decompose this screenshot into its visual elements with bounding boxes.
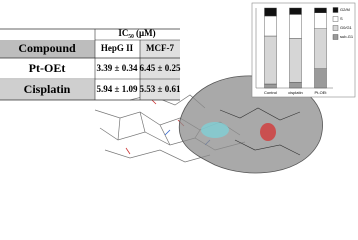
column-shade bbox=[140, 40, 180, 100]
table: IC₅₀ (μM) Compound HepG II MCF-7 Pt-OEt … bbox=[0, 28, 181, 101]
bar-segment bbox=[314, 28, 327, 69]
bar-segment bbox=[314, 68, 327, 89]
bar-segment bbox=[289, 7, 302, 15]
legend-label: G2/M bbox=[340, 7, 350, 12]
bar-segment bbox=[289, 38, 302, 83]
cell: 3.39 ± 0.34 bbox=[97, 63, 138, 73]
legend-swatch bbox=[332, 7, 339, 13]
legend-label: S bbox=[340, 16, 343, 21]
graphical-abstract: IC₅₀ (μM) Compound HepG II MCF-7 Pt-OEt … bbox=[0, 2, 356, 174]
legend-label: G0/G1 bbox=[340, 25, 353, 30]
table-group-header: IC₅₀ (μM) bbox=[118, 28, 155, 38]
cell: 5.53 ± 0.61 bbox=[140, 84, 181, 94]
legend-swatch bbox=[332, 16, 339, 22]
legend-label: sub-G1 bbox=[340, 34, 354, 39]
bar-segment bbox=[264, 35, 277, 85]
bar-segment bbox=[289, 14, 302, 39]
cell: 5.94 ± 1.09 bbox=[97, 84, 138, 94]
cell: Cisplatin bbox=[24, 82, 71, 96]
x-tick-label: Pt-OEt bbox=[314, 90, 327, 95]
column-header: Compound bbox=[18, 41, 76, 55]
header-cell bbox=[0, 40, 95, 58]
bar-segment bbox=[289, 82, 302, 89]
bar-segment bbox=[264, 15, 277, 37]
bar-segment bbox=[314, 7, 327, 14]
bar-segment bbox=[314, 12, 327, 30]
x-tick-label: cisplatin bbox=[288, 90, 302, 95]
chart: Control cisplatin Pt-OEt G2/M S G0/G1 sub-G1 bbox=[255, 7, 354, 95]
molecule bbox=[94, 75, 323, 174]
row-shade bbox=[0, 80, 95, 100]
column-header: MCF-7 bbox=[146, 43, 174, 53]
bar-segment bbox=[264, 7, 277, 17]
cell: Pt-OEt bbox=[29, 61, 66, 75]
x-tick-label: Control bbox=[264, 90, 277, 95]
legend-swatch bbox=[332, 25, 339, 31]
legend-swatch bbox=[332, 34, 339, 40]
bar-segment bbox=[264, 83, 277, 89]
column-header: HepG II bbox=[101, 43, 134, 53]
cell: 6.45 ± 0.25 bbox=[140, 63, 181, 73]
